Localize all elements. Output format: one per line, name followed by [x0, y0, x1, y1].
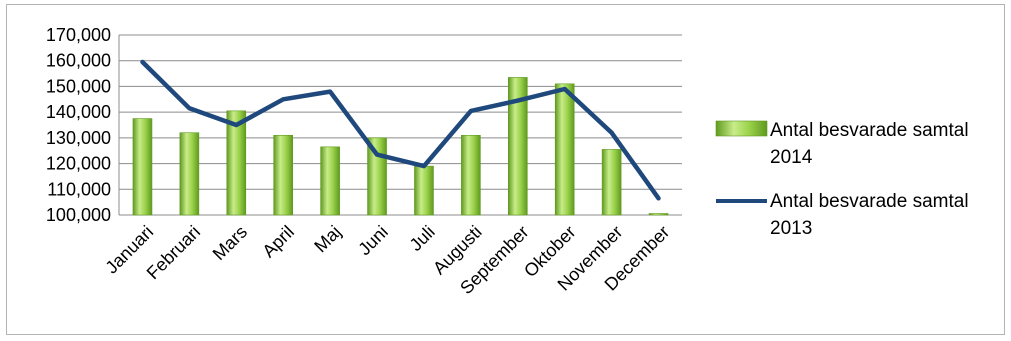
bar-series-2014	[132, 77, 669, 216]
legend-label-2014-line1: Antal besvarade samtal	[770, 120, 969, 141]
bar	[461, 134, 481, 216]
bar	[320, 146, 340, 216]
chart-frame: 170,000 160,000 150,000 140,000 130,000 120,0…	[6, 4, 1005, 335]
y-tick-label: 100,000	[46, 205, 111, 225]
x-tick-label: Juli	[406, 222, 439, 255]
y-tick-label: 120,000	[46, 154, 111, 174]
x-tick-label: Maj	[310, 222, 345, 257]
gridlines	[118, 34, 682, 216]
y-tick-label: 150,000	[46, 76, 111, 96]
y-tick-label: 170,000	[46, 25, 111, 45]
bar	[554, 83, 575, 216]
bar	[179, 132, 200, 216]
bar	[273, 134, 294, 216]
x-tick-label: April	[258, 222, 298, 262]
bar	[132, 118, 153, 216]
y-tick-label: 160,000	[46, 51, 111, 71]
bar	[507, 77, 528, 216]
x-tick-label: Mars	[209, 222, 251, 264]
legend: Antal besvarade samtal 2014 Antal besvar…	[715, 120, 969, 239]
bar	[648, 213, 669, 216]
bar	[601, 149, 622, 216]
chart-canvas: 170,000 160,000 150,000 140,000 130,000 120,0…	[46, 25, 969, 298]
bar	[414, 165, 434, 216]
y-tick-label: 130,000	[46, 128, 111, 148]
series-line-2013	[140, 59, 661, 201]
legend-swatch-2014	[715, 120, 768, 137]
legend-label-2013-line2: 2013	[770, 218, 812, 239]
legend-label-2013-line1: Antal besvarade samtal	[770, 191, 969, 212]
y-axis-ticks: 170,000 160,000 150,000 140,000 130,000 120,0…	[46, 25, 111, 225]
y-tick-label: 110,000	[47, 179, 111, 199]
line-series-2013	[140, 59, 661, 201]
y-tick-label: 140,000	[46, 102, 111, 122]
legend-label-2014-line2: 2014	[770, 147, 813, 168]
bar	[226, 110, 247, 216]
x-tick-label: Juni	[354, 222, 391, 259]
